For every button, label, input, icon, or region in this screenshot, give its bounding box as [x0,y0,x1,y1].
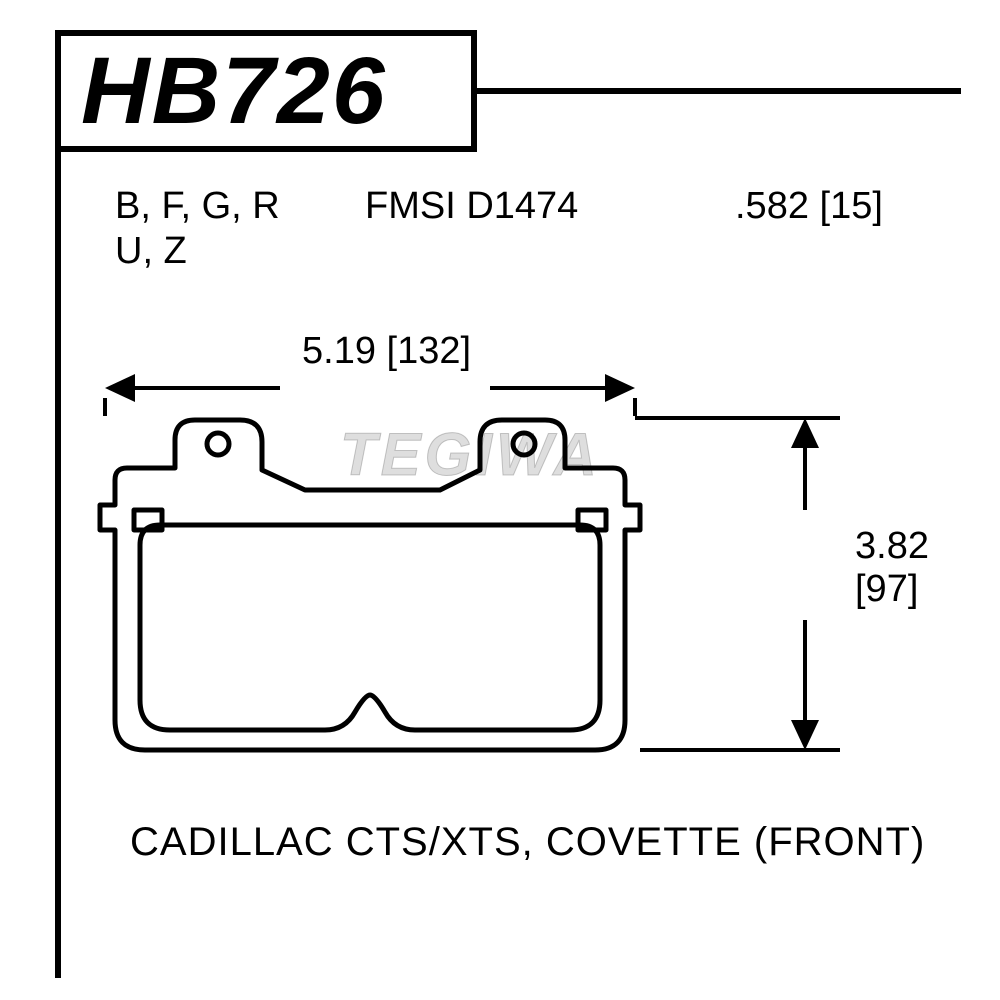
diagram-canvas: HB726 B, F, G, R U, Z FMSI D1474 .582 [1… [0,0,1000,1000]
height-dimension-line [635,418,840,750]
brake-pad-shape [100,420,640,750]
width-dimension-line [105,374,635,416]
application-text: CADILLAC CTS/XTS, COVETTE (FRONT) [130,820,925,865]
